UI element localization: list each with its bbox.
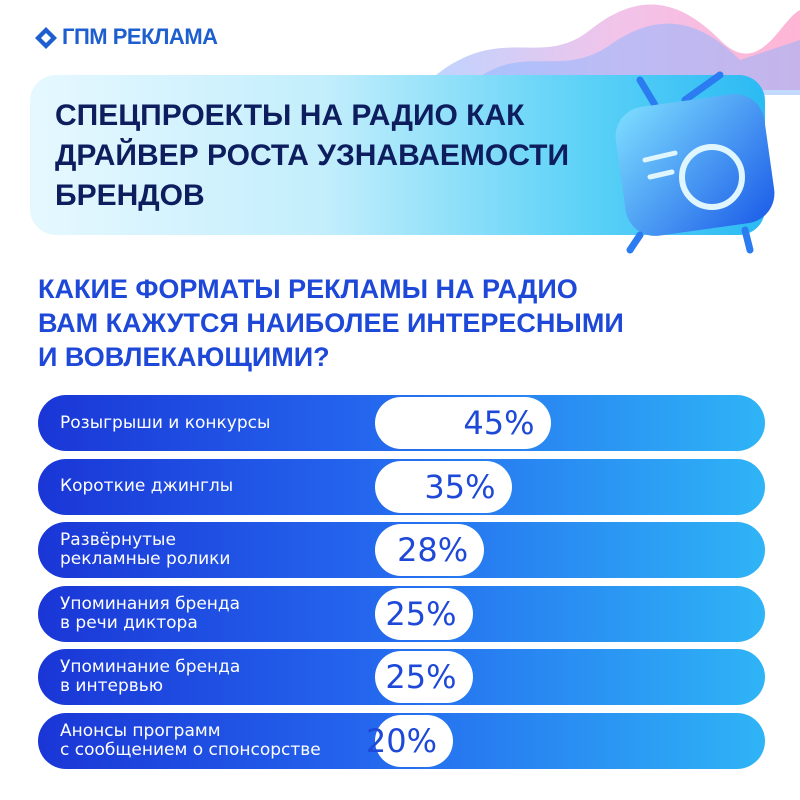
bar: 45% (375, 397, 551, 449)
bar-row: Упоминание бренда в интервью 25% (38, 649, 765, 706)
category-label: Развёрнутые рекламные ролики (60, 530, 231, 570)
bar-row: Упоминания бренда в речи диктора 25% (38, 585, 765, 642)
category-label: Упоминания бренда в речи диктора (60, 593, 241, 633)
bar: 28% (375, 524, 485, 577)
category-label: Упоминание бренда в интервью (60, 657, 241, 697)
category-label: Розыгрыши и конкурсы (60, 412, 271, 433)
value-label: 20% (365, 722, 437, 760)
category-label: Анонсы программ с сообщением о спонсорст… (60, 721, 321, 760)
bar-row: Короткие джинглы 35% (38, 458, 765, 515)
tv-icon (615, 71, 775, 254)
bar: 25% (375, 587, 473, 640)
subtitle: КАКИЕ ФОРМАТЫ РЕКЛАМЫ НА РАДИО ВАМ КАЖУТ… (38, 274, 624, 372)
bar-row: Развёрнутые рекламные ролики 28% (38, 522, 765, 579)
value-label: 28% (397, 531, 469, 570)
brand: ГПМ РЕКЛАМА (62, 24, 218, 49)
category-label: Короткие джинглы (60, 476, 234, 497)
bar-row: Розыгрыши и конкурсы 45% (38, 395, 765, 451)
bar: 20% (366, 715, 453, 767)
bar: 25% (375, 651, 473, 704)
logo-icon (35, 27, 57, 49)
title: СПЕЦПРОЕКТЫ НА РАДИО КАК ДРАЙВЕР РОСТА У… (55, 99, 570, 212)
bar-row: Анонсы программ с сообщением о спонсорст… (38, 713, 765, 769)
value-label: 25% (385, 658, 457, 697)
value-label: 45% (463, 404, 535, 442)
bar: 35% (375, 460, 512, 513)
value-label: 35% (424, 467, 496, 506)
value-label: 25% (385, 594, 457, 633)
